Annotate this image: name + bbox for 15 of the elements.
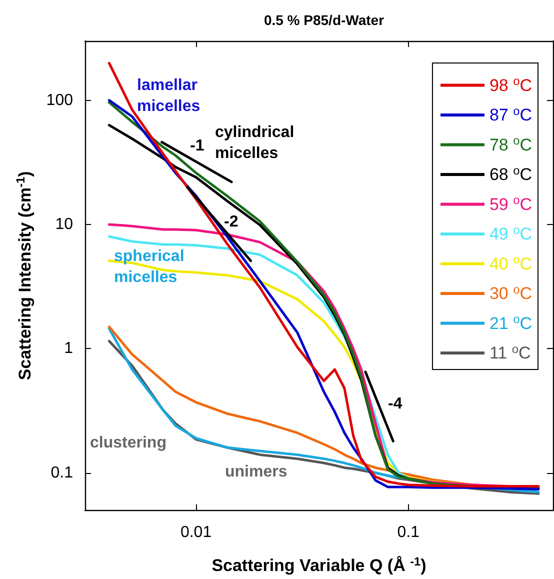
annotation: clustering	[90, 434, 166, 452]
x-tick-label: 0.01	[180, 524, 212, 541]
chart-title: 0.5 % P85/d-Water	[264, 12, 385, 28]
annotation: cylindrical micelles	[215, 124, 299, 162]
annotation: unimers	[225, 464, 288, 480]
annotation: lamellar micelles	[137, 77, 202, 115]
annotation: -1	[190, 138, 204, 154]
y-tick-label: 0.1	[50, 464, 74, 482]
annotation: -2	[224, 214, 238, 230]
y-axis-title: Scattering Intensity (cm-1)	[14, 171, 34, 380]
y-tick-label: 100	[46, 92, 74, 109]
y-tick-label: 10	[55, 216, 74, 233]
annotation: -4	[388, 396, 402, 412]
annotation: spherical micelles	[114, 248, 189, 286]
y-tick-label: 1	[64, 340, 74, 358]
